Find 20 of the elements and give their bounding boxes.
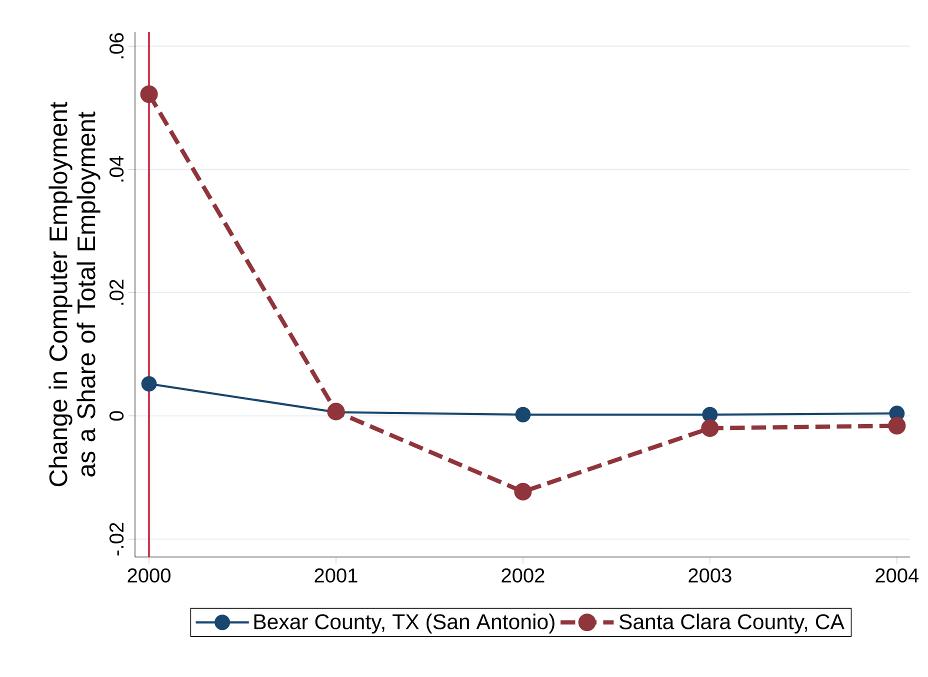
point [140, 85, 158, 104]
point [888, 416, 906, 435]
x-tick-label: 2001 [314, 568, 358, 583]
y-tick-label: .04 [109, 156, 124, 182]
point [701, 419, 719, 437]
x-tick-label: 2003 [688, 568, 732, 583]
legend-label: Bexar County, TX (San Antonio) [254, 614, 554, 634]
x-tick-label: 2002 [502, 568, 544, 583]
point [515, 406, 531, 422]
x-tick-label: 2000 [128, 568, 170, 583]
legend-label: Santa Clara County, CA [619, 614, 844, 634]
y-tick-label: 0 [109, 411, 124, 421]
point [514, 482, 532, 500]
point [702, 406, 718, 422]
y-tick-label: .06 [109, 33, 124, 58]
y-axis-title: Change in Computer Employment as a Share of Total Employment [48, 102, 100, 486]
x-tick-label: 2004 [876, 568, 919, 583]
y-tick-label: -.02 [109, 522, 124, 556]
point [141, 376, 157, 392]
y-tick-label: .02 [109, 280, 124, 305]
